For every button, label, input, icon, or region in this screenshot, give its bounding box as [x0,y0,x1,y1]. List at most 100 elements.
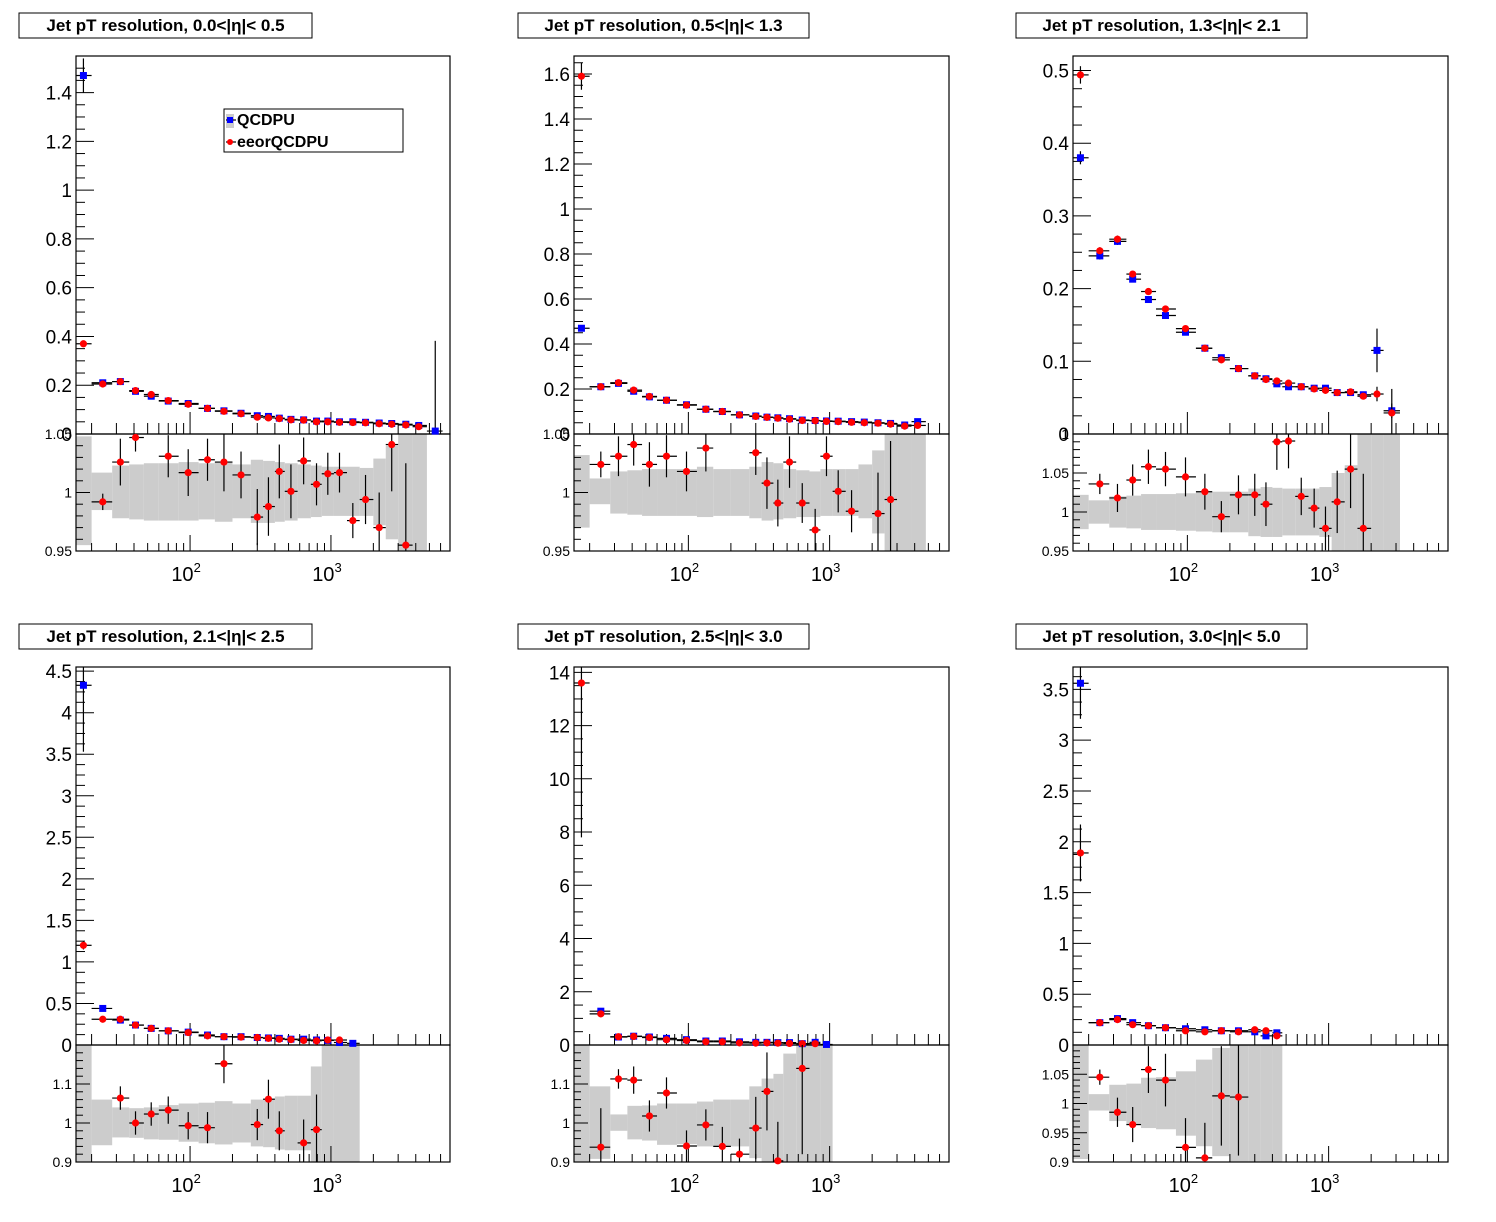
y-tick-label: 0.2 [544,380,570,401]
ratio-point [763,479,771,487]
ratio-point [645,460,654,469]
data-point-eeorqcdpu [1321,386,1330,394]
legend-box [223,108,404,153]
ratio-y-tick-label: 1 [64,1115,72,1131]
data-point-eeorqcdpu [645,392,654,401]
data-point-eeorqcdpu [131,1021,140,1029]
main-plot-frame [1072,55,1449,435]
ratio-point [798,1064,806,1072]
data-point-eeorqcdpu [253,413,261,421]
ratio-y-tick-label: 0.95 [543,543,570,559]
data-point-eeorqcdpu [184,1028,192,1037]
x-tick-label: 103 [1310,1171,1339,1197]
x-tick-label: 103 [1310,560,1339,586]
chart-panel-5: Jet pT resolution, 2.5<|η|< 3.0 0 2 4 6 8 10 12… [517,623,950,1197]
ratio-point [774,1157,782,1165]
ratio-y-tick-label: 0.9 [53,1154,73,1170]
ratio-band-bin [1141,494,1157,530]
chart-title: Jet pT resolution, 2.1<|η|< 2.5 [46,627,284,646]
data-point-eeorqcdpu [99,380,107,388]
ratio-band-bin [1371,434,1384,551]
data-point-eeorqcdpu [1333,388,1341,397]
ratio-point [702,1121,710,1129]
ratio-band-bin [783,1053,797,1162]
ratio-band-bin [143,463,159,521]
data-point-eeorqcdpu [131,386,140,395]
main-plot-frame [1072,666,1449,1046]
data-point-eeorqcdpu [79,941,88,949]
x-tick-label: 102 [670,560,699,586]
ratio-band-bin [1175,493,1196,531]
data-point-qcdpu [79,72,87,80]
y-tick-label: 8 [559,823,570,844]
data-point-eeorqcdpu [312,1037,321,1045]
legend-marker-square-icon [227,117,233,123]
data-point-eeorqcdpu [798,416,806,425]
data-point-eeorqcdpu [375,420,383,428]
data-point-eeorqcdpu [1113,235,1122,243]
ratio-plot-frame [75,1044,451,1163]
data-point-eeorqcdpu [402,421,410,429]
data-point-eeorqcdpu [662,396,671,404]
ratio-point [275,467,283,476]
legend: QCDPU eeorQCDPU [223,108,404,153]
ratio-band-bin [1248,1045,1261,1162]
data-point-qcdpu [822,1040,830,1048]
data-point-eeorqcdpu [1113,1015,1122,1024]
data-point-eeorqcdpu [324,1036,332,1044]
data-point-eeorqcdpu [682,401,691,409]
y-tick-label: 1.5 [46,911,72,932]
ratio-band-bin [112,465,130,519]
data-point-eeorqcdpu [1161,305,1170,313]
ratio-band-bin [783,469,797,519]
data-point-eeorqcdpu [774,414,782,422]
y-tick-label: 1 [61,181,72,202]
data-point-eeorqcdpu [1359,392,1367,400]
ratio-band-bin [232,1103,251,1143]
chart-title-box [18,623,313,650]
ratio-point [1181,473,1190,481]
data-point-eeorqcdpu [1310,385,1318,393]
ratio-y-tick-label: 1 [562,1115,570,1131]
ratio-point [774,499,782,507]
chart-panel-4: Jet pT resolution, 2.1<|η|< 2.5 0 0.5 1 1.5 2… [18,623,451,1197]
ratio-band-bin [574,1045,590,1162]
data-point-eeorqcdpu [253,1033,261,1042]
data-point-eeorqcdpu [361,419,370,427]
data-point-eeorqcdpu [614,379,623,387]
legend-label-eeorqcdpu: eeorQCDPU [237,134,329,151]
y-tick-label: 0.8 [46,230,72,251]
data-point-qcdpu [431,427,439,435]
data-point-eeorqcdpu [237,410,245,418]
ratio-point [1201,1154,1209,1162]
chart-title: Jet pT resolution, 2.5<|η|< 3.0 [544,627,782,646]
ratio-band-bin [412,434,427,551]
y-tick-label: 0.6 [46,279,72,300]
data-point-eeorqcdpu [1234,1028,1243,1036]
data-point-eeorqcdpu [1284,379,1293,387]
ratio-band-bin [1229,1045,1249,1162]
chart-panel-6: Jet pT resolution, 3.0<|η|< 5.0 0 0.5 1 1.5 2… [1015,623,1449,1197]
ratio-point [614,1075,623,1083]
ratio-band-bin [321,1045,334,1162]
y-tick-label: 0.2 [1043,280,1069,301]
y-tick-label: 0.3 [1043,207,1069,228]
ratio-point [645,1112,654,1120]
y-tick-label: 1.5 [1043,884,1069,905]
data-point-eeorqcdpu [264,414,273,422]
data-point-eeorqcdpu [718,407,726,416]
data-point-eeorqcdpu [388,420,396,428]
data-point-eeorqcdpu [275,1035,283,1043]
ratio-point [1262,500,1270,508]
y-tick-label: 1.4 [544,110,571,131]
ratio-y-tick-label: 1 [1061,1096,1069,1112]
ratio-point [1129,476,1137,484]
data-point-eeorqcdpu [203,1032,212,1040]
ratio-band-bin [749,466,762,519]
data-point-eeorqcdpu [597,383,605,391]
ratio-point [682,467,691,476]
ratio-y-tick-label: 1.05 [543,426,570,442]
chart-title: Jet pT resolution, 0.5<|η|< 1.3 [544,16,782,35]
data-point-eeorqcdpu [847,418,856,426]
